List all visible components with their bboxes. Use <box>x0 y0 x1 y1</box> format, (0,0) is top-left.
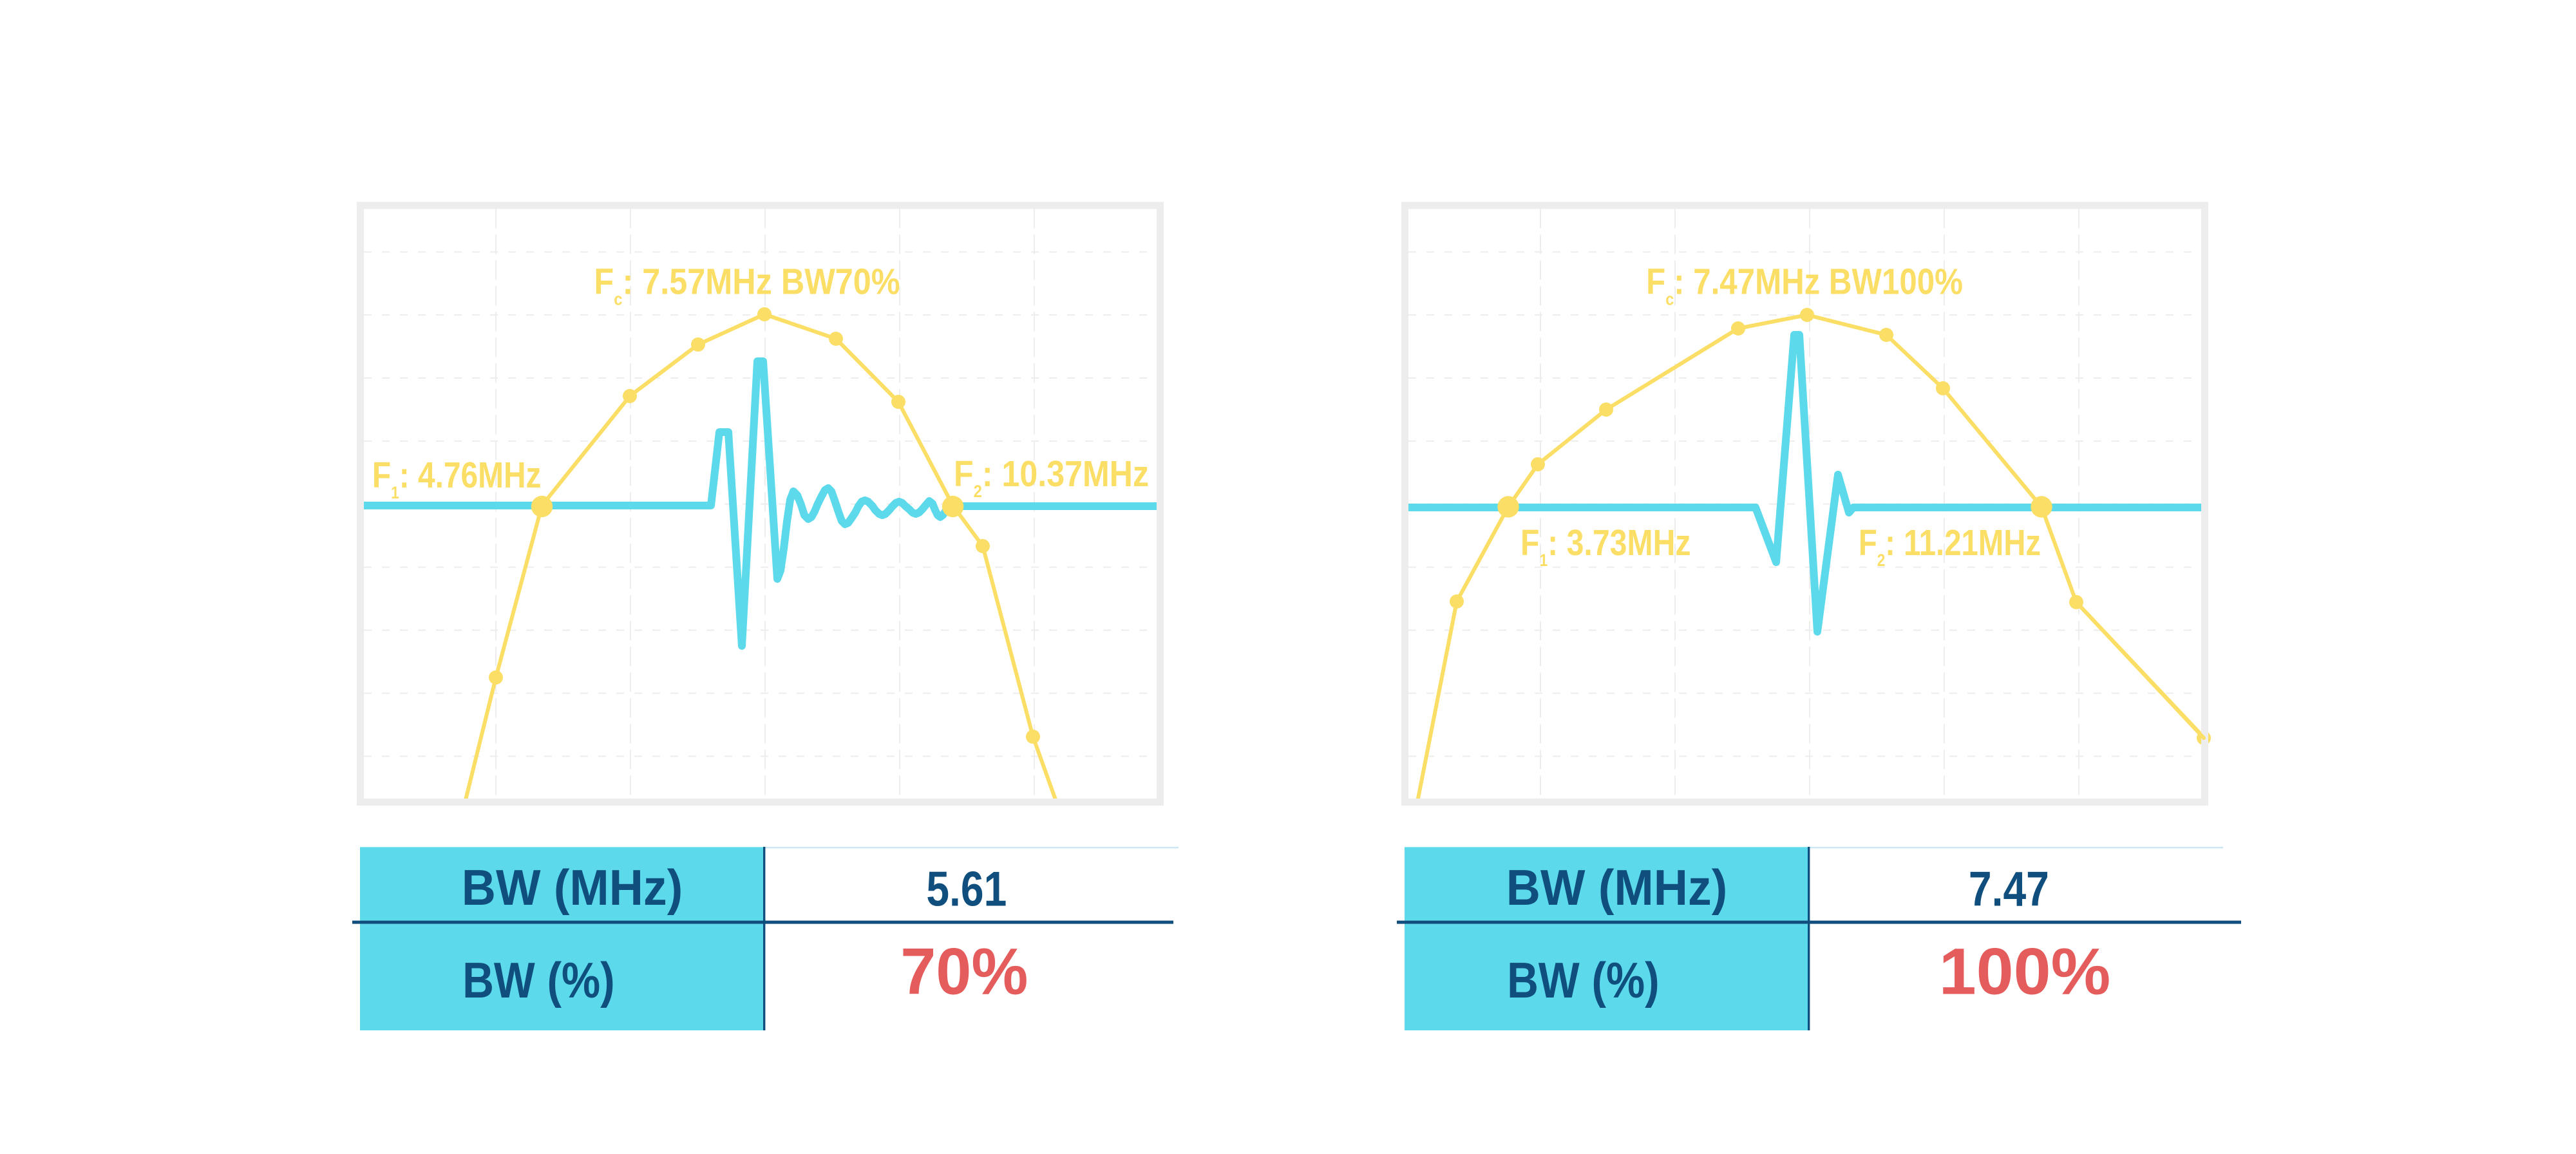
svg-text:F1: 4.76MHz: F1: 4.76MHz <box>372 455 542 502</box>
svg-text:F2: 11.21MHz: F2: 11.21MHz <box>1859 523 2041 571</box>
svg-text:Fc: 7.57MHz BW70%: Fc: 7.57MHz BW70% <box>594 261 900 309</box>
svg-text:BW (%): BW (%) <box>1507 953 1660 1009</box>
svg-text:BW (%): BW (%) <box>462 953 615 1009</box>
svg-text:5.61: 5.61 <box>926 861 1007 916</box>
svg-text:F2: 10.37MHz: F2: 10.37MHz <box>954 453 1149 501</box>
svg-text:70%: 70% <box>900 935 1028 1008</box>
svg-text:F1: 3.73MHz: F1: 3.73MHz <box>1520 522 1691 570</box>
svg-text:BW (MHz): BW (MHz) <box>1506 860 1727 916</box>
svg-text:100%: 100% <box>1939 935 2111 1008</box>
svg-text:Fc: 7.47MHz BW100%: Fc: 7.47MHz BW100% <box>1646 261 1963 309</box>
svg-text:7.47: 7.47 <box>1969 861 2049 916</box>
svg-text:BW (MHz): BW (MHz) <box>462 860 683 916</box>
